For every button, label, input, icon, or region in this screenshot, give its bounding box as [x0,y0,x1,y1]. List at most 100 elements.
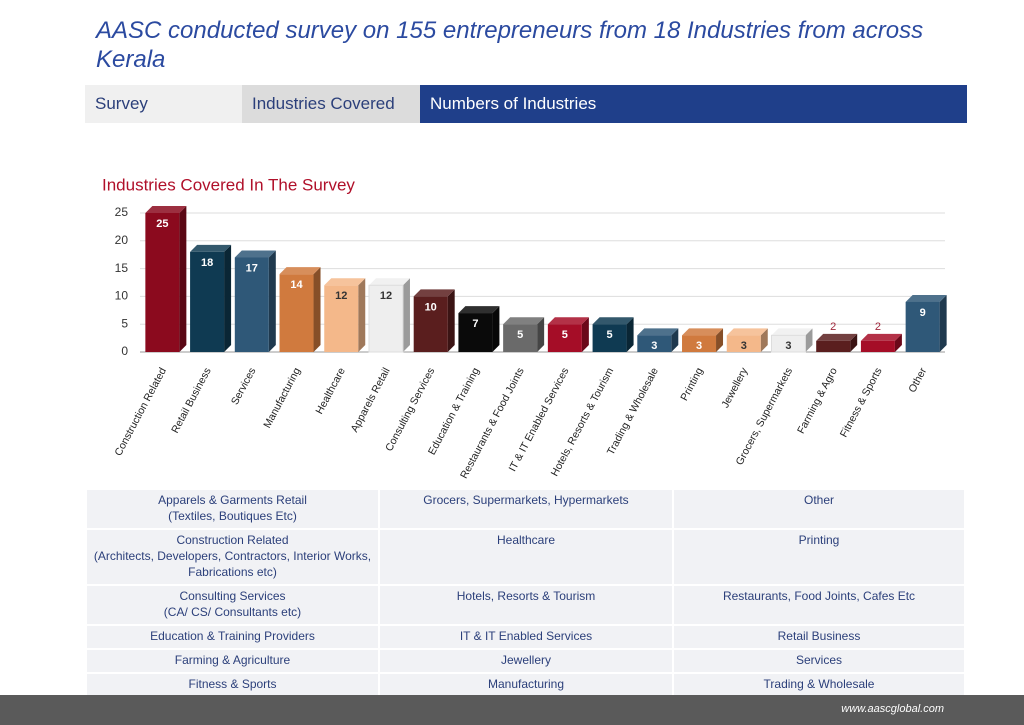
table-cell: Farming & Agriculture [87,650,378,672]
bar [682,335,717,352]
x-tick-label: Trading & Wholesale [605,366,661,457]
bar-side [492,306,500,352]
x-tick-label: Apparels Retail [349,366,393,435]
table-cell: Consulting Services (CA/ CS/ Consultants … [87,586,378,624]
bar-top [324,278,366,286]
value-label: 17 [246,262,258,274]
value-label: 5 [607,329,613,341]
bar-top [413,289,455,297]
bar [726,335,761,352]
bar [816,340,851,352]
value-label: 9 [920,307,926,319]
bar-top [234,250,276,258]
x-tick-label: Construction Related [112,366,169,458]
bar-side [358,278,366,352]
bar-top [726,328,768,336]
bar-side [760,328,768,352]
tab-active[interactable]: Numbers of Industries [420,85,967,123]
tab[interactable]: Industries Covered [242,85,420,123]
chart: Industries Covered In The Survey 0 5 10 15 2… [102,175,947,481]
bar-side [850,333,858,352]
cell-line: (Architects, Developers, Contractors, In… [93,549,372,563]
bar-top [458,306,500,314]
cell-line: (Textiles, Boutiques Etc) [168,509,297,523]
cell-line: Fabrications etc) [188,565,277,579]
bar [905,301,940,352]
bar [770,334,806,353]
page-title: AASC conducted survey on 155 entrepreneu… [96,16,976,74]
x-tick-label: Manufacturing [261,366,303,431]
bar-side [537,317,545,352]
bar-top [816,333,858,341]
bar-side [894,333,902,352]
table-cell: Healthcare [380,530,672,584]
table-cell: Other [674,490,964,528]
table-cell: Apparels & Garments Retail (Textiles, Bou… [87,490,378,528]
bar-side [224,244,232,352]
x-tick-label: Retail Business [169,366,214,436]
table-cell: Jewellery [380,650,672,672]
value-label: 2 [830,321,836,333]
bar [637,335,672,352]
bar [413,296,448,352]
bar-top [190,244,232,252]
bar [368,284,404,353]
bar-side [179,206,187,352]
value-label: 14 [290,279,303,291]
bar-side [671,328,679,352]
cell-line: Jewellery [500,653,551,667]
value-label: 25 [156,218,168,230]
bar-side [805,328,813,352]
bar [592,324,627,352]
cell-line: Education & Training Providers [150,629,315,643]
footer-url[interactable]: www.aascglobal.com [841,703,944,715]
table-cell: Education & Training Providers [87,626,378,648]
bar-top [682,328,724,336]
cell-line: Farming & Agriculture [174,653,291,667]
title-line: Kerala [96,46,166,73]
bar-top [547,317,589,325]
y-tick-label: 20 [115,233,129,247]
cell-line: Consulting Services [179,589,286,603]
bar [503,324,538,352]
bar-side [626,317,634,352]
bar [860,340,895,352]
x-tick-label: Healthcare [313,366,348,417]
cell-line: Grocers, Supermarkets, Hypermarkets [423,493,629,507]
bar-top [368,278,410,286]
bar [279,274,314,352]
x-tick-label: Education & Training [426,366,482,457]
x-tick-label: Fitness & Sports [838,366,885,440]
cell-line: Restaurants, Food Joints, Cafes Etc [722,589,916,603]
bar-top [592,317,634,325]
table-cell: Retail Business [674,626,964,648]
y-tick-label: 5 [121,316,128,330]
bar-top [145,206,187,213]
value-label: 5 [562,329,568,341]
chart-title: Industries Covered In The Survey [102,175,355,194]
value-label: 3 [785,340,791,352]
x-tick-label: Jewellery [719,365,750,410]
x-tick-label: Services [229,366,258,407]
bar-top [279,267,321,275]
bar-top [771,328,813,336]
bar-side [939,294,947,352]
bar-side [402,278,410,352]
bar-side [447,289,455,352]
x-tick-label: Consulting Services [383,366,437,454]
table-cell: Services [674,650,964,672]
value-label: 18 [201,257,213,269]
y-tick-label: 25 [115,205,129,219]
bar-side [313,267,321,352]
cell-line: (CA/ CS/ Consultants etc) [163,605,302,619]
table-cell: Printing [674,530,964,584]
cell-line: IT & IT Enabled Services [459,629,593,643]
value-label: 2 [875,321,881,333]
table-cell: Trading & Wholesale [674,674,964,696]
table-cell: Hotels, Resorts & Tourism [380,586,672,624]
bar [324,285,359,352]
title-line: AASC conducted survey on 155 entrepreneu… [96,17,924,44]
tab[interactable]: Survey [85,85,242,123]
value-label: 3 [651,340,657,352]
